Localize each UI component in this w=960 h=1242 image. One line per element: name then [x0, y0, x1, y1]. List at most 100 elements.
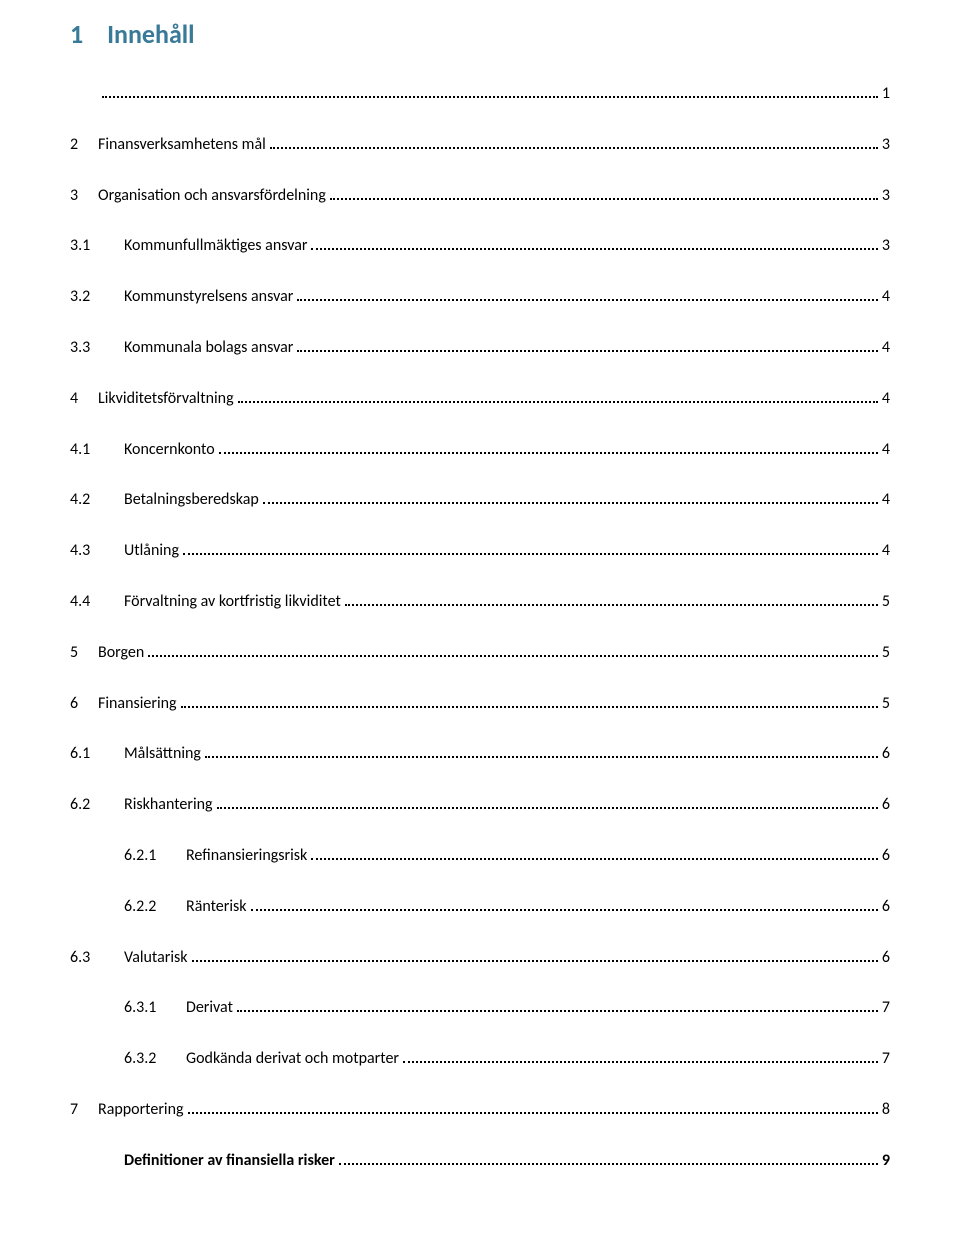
toc-entry: 6.3.2Godkända derivat och motparter 7: [70, 1049, 890, 1070]
toc-title: Finansiering: [98, 694, 177, 713]
toc-leader-dots: [330, 198, 878, 200]
toc-leader-dots: [181, 706, 878, 708]
toc-number: 6.3: [70, 948, 124, 969]
toc-number: 6.2.1: [124, 846, 186, 867]
toc-entry: 4.1Koncernkonto 4: [70, 440, 890, 461]
toc-entry: 6.3Valutarisk 6: [70, 948, 890, 969]
toc-entry: 4.4Förvaltning av kortfristig likviditet…: [70, 592, 890, 613]
toc-leader-dots: [270, 147, 878, 149]
toc-leader-dots: [311, 858, 878, 860]
toc-page-number: 3: [882, 236, 890, 257]
toc-entry: 7Rapportering 8: [70, 1100, 890, 1121]
toc-page-number: 8: [882, 1100, 890, 1121]
toc-number: 6.2.2: [124, 897, 186, 918]
toc-number: 4.4: [70, 592, 124, 613]
toc-title: Utlåning: [124, 541, 179, 560]
toc-entry: 6.3.1Derivat 7: [70, 998, 890, 1019]
toc-title: Riskhantering: [124, 795, 213, 814]
toc-label: 7Rapportering: [70, 1100, 184, 1121]
toc-page-number: 5: [882, 694, 890, 715]
toc-entry: 3Organisation och ansvarsfördelning 3: [70, 186, 890, 207]
toc-title: Betalningsberedskap: [124, 490, 259, 509]
toc-label: 3.1Kommunfullmäktiges ansvar: [70, 236, 307, 257]
toc-label: 6.1Målsättning: [70, 744, 201, 765]
toc-leader-dots: [251, 909, 878, 911]
toc-page-number: 4: [882, 541, 890, 562]
toc-label: 6Finansiering: [70, 694, 177, 715]
toc-number: 3.2: [70, 287, 124, 308]
toc-entry: 3.3Kommunala bolags ansvar 4: [70, 338, 890, 359]
toc-leader-dots: [205, 756, 878, 758]
toc-page-number: 5: [882, 592, 890, 613]
toc-leader-dots: [192, 960, 878, 962]
toc-label: 3.3Kommunala bolags ansvar: [70, 338, 293, 359]
toc-number: 4.2: [70, 490, 124, 511]
toc-entry: 5Borgen 5: [70, 643, 890, 664]
toc-title: Kommunala bolags ansvar: [124, 338, 293, 357]
toc-page-number: 6: [882, 897, 890, 918]
toc-leader-dots: [237, 1010, 878, 1012]
toc-number: 5: [70, 643, 98, 664]
toc-title: Finansverksamhetens mål: [98, 135, 266, 154]
toc-number: 6.2: [70, 795, 124, 816]
toc-number: 6.3.1: [124, 998, 186, 1019]
toc-leader-dots: [238, 401, 878, 403]
toc-title: Derivat: [186, 998, 233, 1017]
toc-number: 6.1: [70, 744, 124, 765]
toc-number: 4: [70, 389, 98, 410]
toc-label: 3.2Kommunstyrelsens ansvar: [70, 287, 293, 308]
toc-entry: 6Finansiering 5: [70, 694, 890, 715]
toc-page-number: 4: [882, 490, 890, 511]
heading-number: 1: [70, 18, 83, 50]
toc-entry: 3.2Kommunstyrelsens ansvar 4: [70, 287, 890, 308]
toc-entry: 4Likviditetsförvaltning 4: [70, 389, 890, 410]
toc-label: 4.1Koncernkonto: [70, 440, 215, 461]
toc-label: 4Likviditetsförvaltning: [70, 389, 234, 410]
table-of-contents: 12Finansverksamhetens mål 33Organisation…: [70, 84, 890, 1172]
toc-title: Målsättning: [124, 744, 201, 763]
toc-number: 6.3.2: [124, 1049, 186, 1070]
toc-number: 7: [70, 1100, 98, 1121]
toc-leader-dots: [183, 553, 878, 555]
toc-title: Ränterisk: [186, 897, 247, 916]
toc-entry: 6.1Målsättning 6: [70, 744, 890, 765]
toc-page-number: 4: [882, 338, 890, 359]
toc-label: 3Organisation och ansvarsfördelning: [70, 186, 326, 207]
heading-text: Innehåll: [107, 18, 194, 50]
toc-label: [70, 84, 98, 105]
toc-entry: 6.2.1Refinansieringsrisk 6: [70, 846, 890, 867]
toc-page-number: 4: [882, 389, 890, 410]
toc-number: 3.1: [70, 236, 124, 257]
toc-leader-dots: [263, 502, 878, 504]
toc-label: 4.4Förvaltning av kortfristig likviditet: [70, 592, 341, 613]
toc-page-number: 6: [882, 744, 890, 765]
toc-label: 2Finansverksamhetens mål: [70, 135, 266, 156]
toc-title: Organisation och ansvarsfördelning: [98, 186, 326, 205]
toc-label: 6.2.2Ränterisk: [124, 897, 247, 918]
toc-entry: 4.3Utlåning 4: [70, 541, 890, 562]
toc-leader-dots: [297, 299, 878, 301]
toc-title: Definitioner av finansiella risker: [124, 1151, 335, 1170]
document-page: 1 Innehåll 12Finansverksamhetens mål 33O…: [0, 0, 960, 1242]
toc-page-number: 6: [882, 948, 890, 969]
toc-leader-dots: [219, 452, 878, 454]
toc-title: Koncernkonto: [124, 440, 215, 459]
toc-entry: 3.1Kommunfullmäktiges ansvar 3: [70, 236, 890, 257]
toc-number: 4.1: [70, 440, 124, 461]
toc-title: Rapportering: [98, 1100, 184, 1119]
toc-number: 2: [70, 135, 98, 156]
toc-page-number: 9: [882, 1151, 890, 1172]
toc-title: Förvaltning av kortfristig likviditet: [124, 592, 341, 611]
toc-page-number: 7: [882, 998, 890, 1019]
toc-label: 6.3Valutarisk: [70, 948, 188, 969]
toc-entry: 6.2Riskhantering 6: [70, 795, 890, 816]
toc-entry: 4.2Betalningsberedskap 4: [70, 490, 890, 511]
toc-page-number: 5: [882, 643, 890, 664]
toc-entry: 2Finansverksamhetens mål 3: [70, 135, 890, 156]
toc-number: 3: [70, 186, 98, 207]
toc-number: 3.3: [70, 338, 124, 359]
toc-title: Likviditetsförvaltning: [98, 389, 234, 408]
toc-leader-dots: [403, 1061, 878, 1063]
toc-entry: 1: [70, 84, 890, 105]
toc-leader-dots: [311, 248, 877, 250]
